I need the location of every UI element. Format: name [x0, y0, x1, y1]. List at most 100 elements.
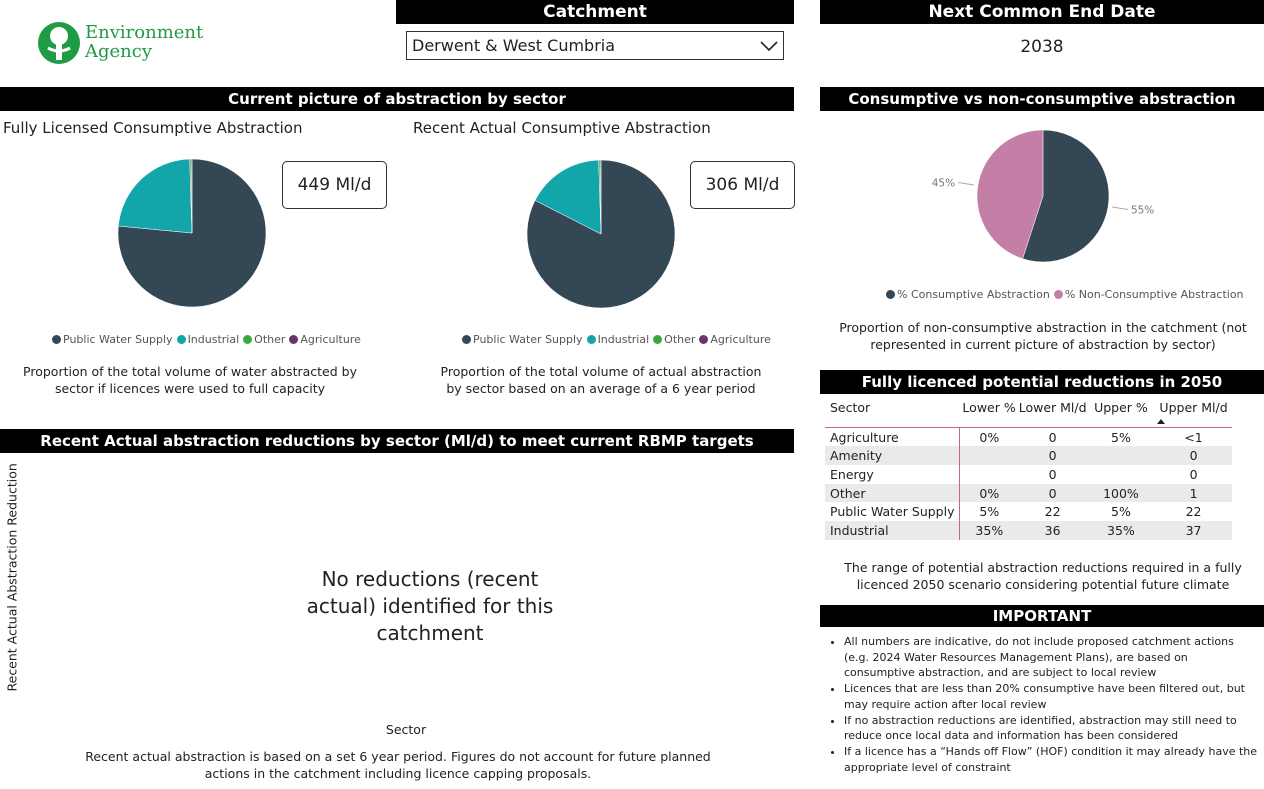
- data-label: 55%: [1131, 204, 1154, 216]
- chart-caption: Proportion of the total volume of actual…: [440, 364, 762, 396]
- legend-item: % Non-Consumptive Abstraction: [1050, 288, 1244, 301]
- table-row: Energy 0 0: [825, 465, 1232, 484]
- table-cell: 35%: [959, 521, 1019, 540]
- catchment-dropdown[interactable]: Derwent & West Cumbria: [406, 31, 784, 60]
- pie-slice: [599, 159, 602, 235]
- legend-swatch: [699, 335, 709, 344]
- note-item: Licences that are less than 20% consumpt…: [844, 681, 1262, 712]
- pie-slice: [1022, 129, 1110, 263]
- legend-item: Other: [239, 333, 285, 346]
- dropdown-value: Derwent & West Cumbria: [412, 36, 616, 55]
- legend-item: Agriculture: [695, 333, 771, 346]
- table-cell: Amenity: [830, 448, 883, 464]
- legend-item: Other: [649, 333, 695, 346]
- legend-label: Other: [664, 333, 696, 346]
- section-bar: Current picture of abstraction by sector: [0, 87, 794, 111]
- table-caption: The range of potential abstraction reduc…: [844, 560, 1242, 592]
- legend-label: % Consumptive Abstraction: [897, 288, 1050, 301]
- end-date: 2038: [1020, 37, 1064, 57]
- logo-text: Environment Agency: [85, 23, 203, 61]
- pie-slice: [118, 158, 193, 234]
- legend-swatch: [886, 290, 895, 299]
- table-cell: 0: [1189, 466, 1198, 482]
- legend-label: Agriculture: [300, 333, 361, 346]
- section-bar: Consumptive vs non-consumptive abstracti…: [820, 87, 1264, 111]
- column-header: Sector: [830, 400, 871, 415]
- pie-slice: [976, 129, 1044, 260]
- pie-slice: [190, 158, 193, 234]
- table-cell: [959, 446, 1019, 466]
- table-row: Public Water Supply 5% 22 5% 22: [825, 502, 1232, 522]
- legend-swatch: [52, 335, 61, 344]
- column-header: Upper Ml/d: [1159, 400, 1228, 415]
- legend-swatch: [289, 335, 299, 344]
- table-cell: Public Water Supply: [830, 504, 955, 520]
- pie-slice: [526, 159, 676, 309]
- table-row: Agriculture 0% 0 5% <1: [825, 427, 1232, 447]
- legend-item: % Consumptive Abstraction: [882, 288, 1050, 301]
- chart-title: Fully Licensed Consumptive Abstraction: [3, 119, 303, 137]
- sort-indicator: [1157, 419, 1165, 424]
- legend-item: Public Water Supply: [48, 333, 173, 346]
- legend: Public Water Supply Industrial Other Agricu…: [48, 333, 361, 346]
- section-bar: Recent Actual abstraction reductions by …: [0, 429, 794, 453]
- legend-label: Public Water Supply: [63, 333, 173, 346]
- note-item: All numbers are indicative, do not inclu…: [844, 634, 1262, 681]
- pie-slice: [534, 159, 602, 235]
- table-cell: Energy: [830, 466, 874, 482]
- table-cell: 1: [1189, 485, 1198, 501]
- empty-message: No reductions (recent actual) identified…: [306, 567, 554, 645]
- chart-caption: Proportion of the total volume of water …: [23, 364, 357, 396]
- note-item: If a licence has a “Hands off Flow” (HOF…: [844, 744, 1262, 775]
- table-cell: Industrial: [830, 522, 889, 538]
- legend-label: Agriculture: [710, 333, 771, 346]
- table-cell: 0: [1048, 448, 1057, 464]
- table-cell: 37: [1185, 522, 1202, 538]
- table-wrap: Sector Lower % Lower Ml/d Upper % Upper Ml/d…: [825, 400, 1232, 540]
- header-bar: Next Common End Date: [820, 0, 1264, 24]
- logo-line: Agency: [85, 41, 153, 62]
- table-cell: 0: [1048, 429, 1057, 445]
- table-cell: [1087, 446, 1155, 465]
- chart-title: Recent Actual Consumptive Abstraction: [413, 119, 711, 137]
- pie-slice: [117, 158, 267, 308]
- table-cell: [959, 465, 1019, 484]
- table-cell: 0: [1048, 485, 1057, 501]
- legend-swatch: [243, 335, 253, 344]
- logo-icon: [38, 22, 80, 64]
- legend-swatch: [462, 335, 471, 344]
- legend-label: Other: [254, 333, 286, 346]
- section-bar: IMPORTANT: [820, 605, 1264, 627]
- table-row: Industrial 35% 36 35% 37: [825, 521, 1232, 540]
- notes-list: All numbers are indicative, do not inclu…: [830, 634, 1262, 775]
- total-card: 306 Ml/d: [690, 161, 795, 209]
- legend-item: Agriculture: [285, 333, 361, 346]
- y-axis-label: Recent Actual Abstraction Reduction: [4, 463, 20, 692]
- table-cell: 0: [1048, 466, 1057, 482]
- logo-line: Environment: [85, 22, 204, 43]
- legend-label: % Non-Consumptive Abstraction: [1064, 288, 1244, 301]
- table-cell: 0: [1189, 448, 1198, 464]
- x-axis-label: Sector: [385, 722, 427, 737]
- table-cell: Agriculture: [830, 429, 899, 445]
- table-cell: 35%: [1107, 522, 1135, 538]
- legend-swatch: [653, 335, 663, 344]
- table-cell: 5%: [959, 502, 1019, 522]
- data-label: 45%: [932, 178, 955, 190]
- pie-chart: [117, 158, 267, 308]
- leader-line: [1112, 206, 1129, 210]
- column-header: Lower Ml/d: [1018, 400, 1087, 415]
- legend-swatch: [176, 335, 186, 344]
- reductions-table: Sector Lower % Lower Ml/d Upper % Upper Ml/d…: [825, 400, 1232, 540]
- total-card: 449 Ml/d: [282, 161, 387, 209]
- dropdown-arrow: [760, 41, 778, 52]
- note-item: If no abstraction reductions are identif…: [844, 713, 1262, 744]
- table-cell: 22: [1185, 504, 1202, 520]
- column-header: Upper %: [1094, 400, 1148, 415]
- legend-label: Public Water Supply: [473, 333, 583, 346]
- legend-item: Industrial: [173, 333, 239, 346]
- table-cell: [1087, 465, 1155, 484]
- table-cell: 5%: [1111, 504, 1131, 520]
- table-cell: Other: [830, 485, 866, 501]
- table-cell: <1: [1184, 429, 1203, 445]
